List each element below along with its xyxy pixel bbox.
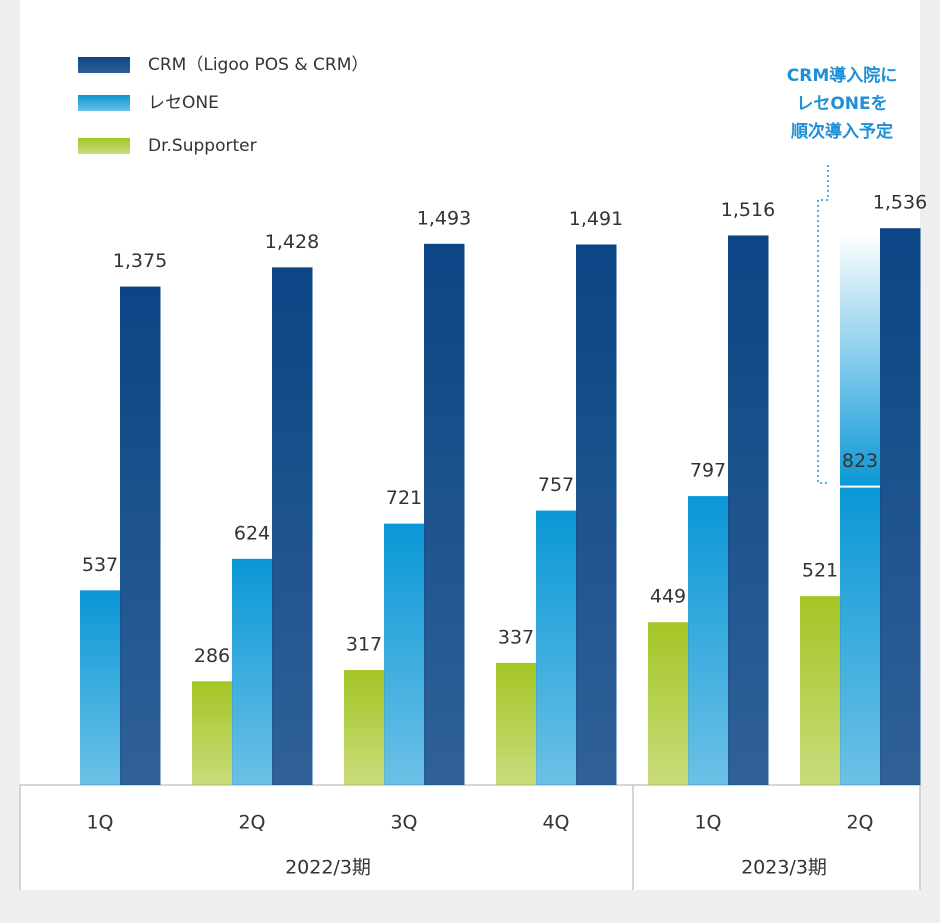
x-tick-label: 2Q <box>846 812 873 834</box>
annotation: CRM導入院に <box>787 65 897 86</box>
bar <box>344 670 385 785</box>
period-label: 2023/3期 <box>741 857 827 879</box>
data-label: 449 <box>650 586 686 608</box>
x-tick-label: 2Q <box>238 812 265 834</box>
plot-background <box>20 0 920 890</box>
data-label: 1,428 <box>265 231 319 253</box>
period-label: 2022/3期 <box>285 857 371 879</box>
data-label: 1,536 <box>873 192 927 214</box>
bar <box>232 558 273 785</box>
bar <box>728 235 769 785</box>
data-label: 286 <box>194 645 230 667</box>
legend-label: CRM（Ligoo POS & CRM） <box>148 55 368 75</box>
data-label: 317 <box>346 634 382 656</box>
annotation: レセONEを <box>796 94 887 114</box>
planned-area <box>840 234 880 487</box>
bar <box>880 228 921 785</box>
legend-label: レセONE <box>148 93 219 113</box>
data-label: 1,375 <box>113 250 167 272</box>
x-tick-label: 4Q <box>542 812 569 834</box>
data-label: 1,491 <box>569 208 623 230</box>
annotation-bracket <box>817 165 829 484</box>
data-label: 624 <box>234 522 270 544</box>
bar <box>120 286 161 785</box>
bar <box>688 496 729 785</box>
x-tick-label: 1Q <box>86 812 113 834</box>
legend-swatch <box>78 95 130 111</box>
data-label: 797 <box>690 460 726 482</box>
data-label: 521 <box>802 560 838 582</box>
bar <box>496 662 537 785</box>
data-label: 721 <box>386 487 422 509</box>
data-label: 537 <box>82 554 118 576</box>
bar <box>840 486 881 785</box>
bar <box>192 681 233 785</box>
data-label: 1,493 <box>417 207 471 229</box>
bar <box>536 510 577 785</box>
bar <box>648 622 689 785</box>
data-label: 1,516 <box>721 199 775 221</box>
legend-swatch <box>78 138 130 154</box>
bar <box>424 243 465 786</box>
bar <box>800 596 841 785</box>
bar <box>272 267 313 786</box>
annotation: 順次導入予定 <box>791 121 893 142</box>
legend-label: Dr.Supporter <box>148 136 257 156</box>
bar <box>384 523 425 785</box>
bar <box>80 590 121 785</box>
data-label: 757 <box>538 474 574 496</box>
bar <box>576 244 617 785</box>
x-tick-label: 1Q <box>694 812 721 834</box>
x-tick-label: 3Q <box>390 812 417 834</box>
legend-swatch <box>78 57 130 73</box>
data-label: 823 <box>842 450 878 472</box>
data-label: 337 <box>498 626 534 648</box>
